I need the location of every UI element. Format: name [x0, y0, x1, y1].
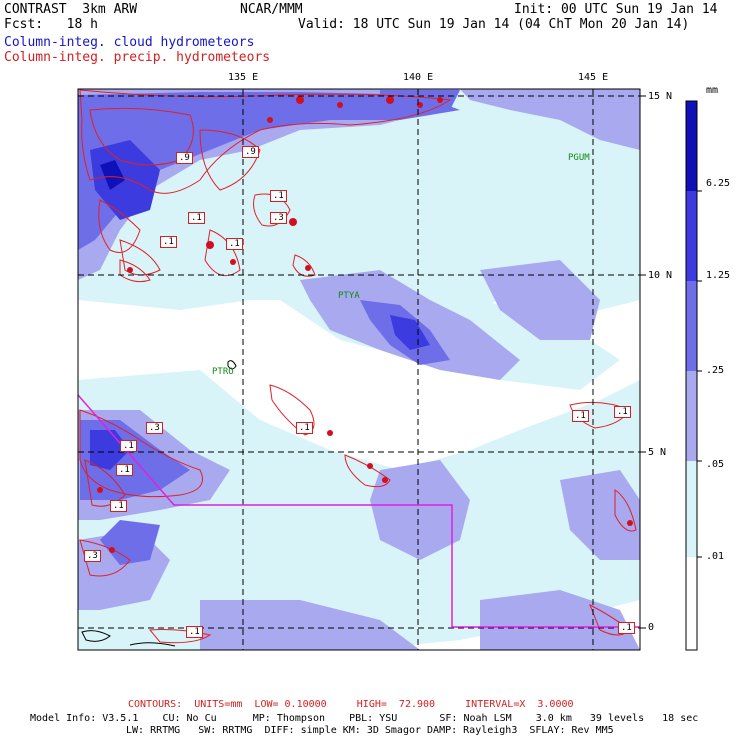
lat-ticks — [640, 95, 646, 629]
legend-cloud: Column-integ. cloud hydrometeors — [4, 35, 255, 50]
contour-label: .3 — [84, 550, 101, 562]
org-label: NCAR/MMM — [240, 2, 303, 17]
colorbar-swatch-medium — [686, 281, 697, 371]
model-info-line2: LW: RRTMG SW: RRTMG DIFF: simple KM: 3D … — [126, 725, 614, 736]
contour-label: .1 — [226, 238, 243, 250]
model-title: CONTRAST 3km ARW — [4, 2, 138, 17]
station-ptro: PTRO — [212, 367, 234, 377]
colorbar-label-1.25: 1.25 — [706, 270, 731, 281]
contour-label: .3 — [146, 422, 163, 434]
colorbar-label-6.25: 6.25 — [706, 178, 731, 189]
domain-boundary — [77, 394, 640, 628]
contour-label: .3 — [270, 212, 287, 224]
colorbar-unit: mm — [706, 85, 719, 96]
colorbar-label-.01: .01 — [706, 551, 725, 562]
contour-label: .1 — [270, 190, 287, 202]
lat-label-15: 15 N — [648, 91, 673, 102]
station-ptya: PTYA — [338, 291, 360, 301]
model-info-line1: Model Info: V3.5.1 CU: No Cu MP: Thompso… — [30, 713, 699, 724]
contour-label: .1 — [618, 622, 635, 634]
map-frame — [77, 88, 641, 651]
cloud-shading — [78, 89, 640, 650]
contour-label: .1 — [572, 410, 589, 422]
contour-label: .1 — [296, 422, 313, 434]
lat-label-10: 10 N — [648, 270, 673, 281]
contour-info: CONTOURS: UNITS=mm LOW= 0.10000 HIGH= 72… — [128, 699, 574, 710]
contour-label: .1 — [160, 236, 177, 248]
forecast-hour: Fcst: 18 h — [4, 17, 98, 32]
colorbar-label-.05: .05 — [706, 459, 725, 470]
contour-label: .1 — [188, 212, 205, 224]
colorbar-swatch-light — [686, 371, 697, 461]
contour-label: .1 — [186, 626, 203, 638]
lat-label-5: 5 N — [648, 447, 667, 458]
colorbar-swatch-white — [686, 557, 697, 650]
contour-label: .9 — [176, 152, 193, 164]
valid-time: Valid: 18 UTC Sun 19 Jan 14 (04 ChT Mon … — [298, 17, 690, 32]
legend-precip: Column-integ. precip. hydrometeors — [4, 50, 271, 65]
lat-label-0: 0 — [648, 622, 655, 633]
coastlines — [81, 360, 237, 647]
contour-label: .1 — [120, 440, 137, 452]
colorbar-swatch-darkest — [686, 101, 697, 191]
contour-label: .1 — [110, 500, 127, 512]
contour-label: .9 — [242, 146, 259, 158]
graticule — [78, 89, 640, 650]
colorbar-swatch-lightest — [686, 461, 697, 557]
contour-label: .1 — [116, 464, 133, 476]
colorbar-label-.25: .25 — [706, 365, 725, 376]
contour-label: .1 — [614, 406, 631, 418]
station-pgum: PGUM — [568, 153, 590, 163]
colorbar-swatch-dark — [686, 191, 697, 281]
lon-label-145: 145 E — [578, 72, 609, 83]
colorbar — [685, 100, 702, 651]
init-time: Init: 00 UTC Sun 19 Jan 14 — [514, 2, 718, 17]
lon-label-135: 135 E — [228, 72, 259, 83]
lon-label-140: 140 E — [403, 72, 434, 83]
